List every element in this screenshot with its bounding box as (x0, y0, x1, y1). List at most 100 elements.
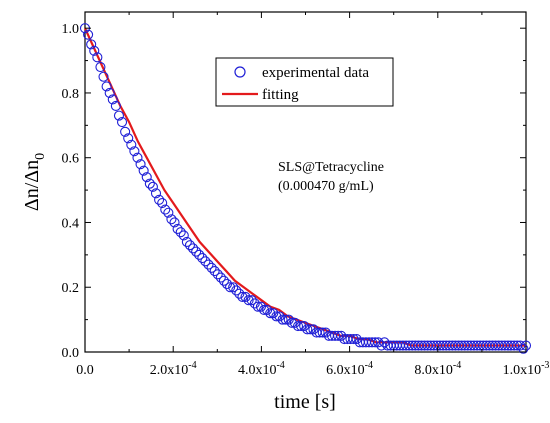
data-point (104, 87, 115, 98)
data-point (150, 188, 162, 199)
data-point (277, 314, 288, 325)
data-point (147, 181, 158, 192)
data-point (320, 327, 331, 338)
data-point (89, 45, 100, 56)
data-point (178, 230, 189, 241)
annotation-line-1: SLS@Tetracycline (278, 160, 384, 175)
data-point (132, 152, 143, 163)
data-point (314, 327, 325, 338)
data-point (218, 275, 229, 286)
data-point (188, 243, 199, 254)
data-point (160, 204, 171, 215)
data-point (212, 269, 223, 280)
legend: experimental data fitting (215, 57, 394, 107)
data-point (98, 71, 109, 82)
data-point (289, 317, 300, 328)
data-point (231, 285, 242, 296)
data-point (246, 295, 257, 306)
data-point (292, 321, 304, 332)
data-point (172, 223, 183, 234)
data-point (181, 236, 192, 247)
data-point (240, 291, 251, 303)
data-point (203, 259, 214, 270)
y-tick-label: 0.0 (62, 346, 80, 361)
y-tick-label: 0.4 (62, 216, 80, 231)
data-point (95, 62, 106, 73)
x-tick-label: 1.0x10-3 (503, 360, 550, 378)
x-tick-label: 4.0x10-4 (238, 360, 285, 378)
y-tick-label: 0.2 (62, 281, 80, 296)
data-point (157, 198, 168, 209)
data-point (252, 301, 263, 312)
data-point (351, 333, 362, 345)
data-point (345, 333, 356, 345)
data-point (129, 146, 140, 157)
data-layer (79, 23, 532, 354)
data-point (184, 240, 196, 251)
data-point (317, 327, 328, 338)
data-point (249, 298, 260, 309)
data-point (234, 288, 245, 299)
y-axis-title-subscript: 0 (33, 153, 48, 160)
data-point (296, 321, 307, 332)
data-point (262, 304, 273, 315)
data-point (166, 214, 177, 225)
data-point (515, 340, 526, 351)
tick-layer: 0.0 2.0x10-4 4.0x10-4 6.0x10-4 8.0x10-4 1.0x1… (62, 12, 550, 378)
annotation-line-2: (0.000470 g/mL) (278, 179, 374, 194)
data-point (169, 217, 180, 228)
data-point (126, 139, 137, 150)
data-point (280, 314, 291, 325)
data-point (197, 253, 208, 264)
data-point (333, 330, 344, 341)
data-point (123, 133, 134, 144)
data-point (228, 282, 239, 293)
data-point (86, 39, 97, 50)
data-point (367, 337, 378, 348)
data-point (83, 29, 94, 40)
data-point (175, 227, 186, 238)
data-point (379, 337, 390, 348)
data-point (144, 178, 155, 189)
data-point (243, 295, 254, 306)
data-point (120, 126, 131, 137)
x-tick-label: 0.0 (76, 363, 94, 378)
data-point (274, 311, 285, 322)
data-point (286, 317, 297, 328)
data-point (518, 343, 529, 354)
y-axis-title: Δn/Δn0 (21, 153, 48, 211)
data-point (268, 308, 279, 319)
data-point (225, 282, 236, 293)
data-point (194, 249, 205, 260)
data-point (258, 304, 270, 315)
data-point (138, 165, 149, 176)
y-tick-label: 1.0 (62, 22, 80, 37)
x-tick-label: 8.0x10-4 (414, 360, 461, 378)
data-point (348, 333, 359, 345)
data-point (209, 265, 220, 277)
data-point (107, 94, 118, 105)
data-point (113, 110, 125, 121)
data-point (283, 314, 294, 325)
data-point (373, 337, 384, 348)
data-point (302, 324, 313, 335)
data-point (271, 311, 282, 322)
data-point (305, 324, 316, 335)
y-tick-label: 0.6 (62, 152, 80, 167)
data-point (101, 81, 112, 92)
legend-label-experimental: experimental data (262, 65, 369, 81)
data-point (110, 100, 121, 111)
legend-label-fitting: fitting (262, 87, 299, 103)
x-tick-label: 2.0x10-4 (150, 360, 197, 378)
data-point (265, 308, 276, 319)
data-point (215, 272, 226, 283)
legend-marker-experimental (234, 66, 246, 78)
data-point (163, 207, 174, 218)
y-tick-label: 0.8 (62, 87, 80, 102)
data-point (116, 117, 128, 128)
data-point (154, 194, 165, 205)
data-point (237, 291, 248, 303)
data-point (141, 172, 152, 183)
data-point (200, 256, 211, 267)
